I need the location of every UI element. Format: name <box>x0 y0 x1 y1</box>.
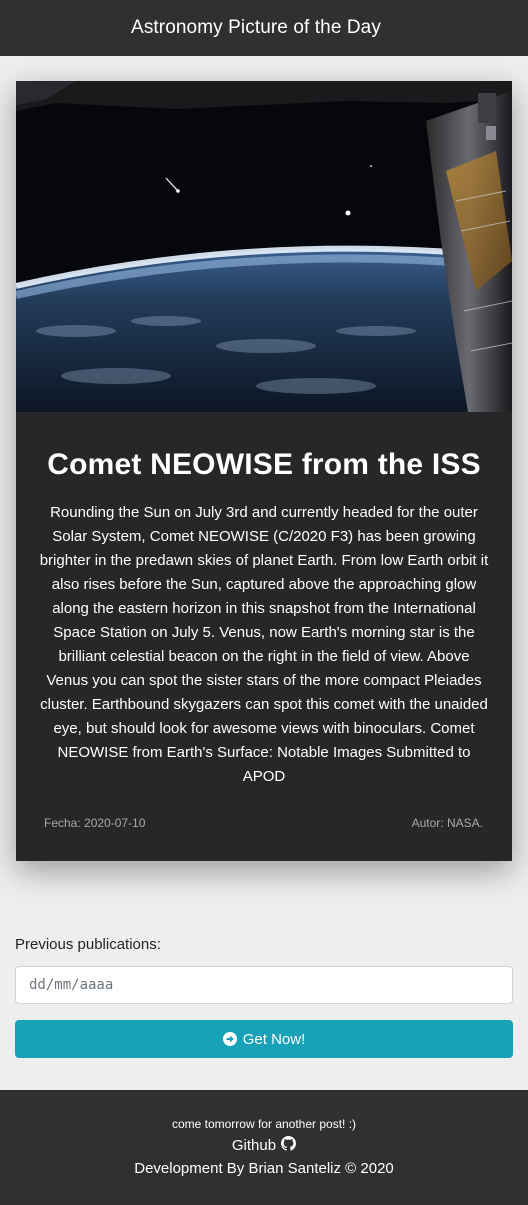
apod-image <box>16 81 512 412</box>
navbar: Astronomy Picture of the Day <box>0 0 528 56</box>
date-input[interactable] <box>15 966 513 1004</box>
footer: come tomorrow for another post! :) Githu… <box>0 1090 528 1205</box>
post-explanation: Rounding the Sun on July 3rd and current… <box>39 504 489 785</box>
get-now-label: Get Now! <box>242 1030 306 1048</box>
post-title: Comet NEOWISE from the ISS <box>47 448 481 481</box>
footer-tagline: come tomorrow for another post! :) <box>171 1117 357 1131</box>
post-date: Fecha: 2020-07-10 <box>44 816 146 830</box>
apod-card: Comet NEOWISE from the ISS Rounding the … <box>16 81 512 861</box>
arrow-circle-right-icon <box>222 1032 237 1046</box>
previous-publications-label: Previous publications: <box>15 936 161 953</box>
get-now-button[interactable]: Get Now! <box>15 1020 513 1058</box>
github-link[interactable]: Github <box>0 1136 528 1155</box>
github-icon <box>281 1136 297 1155</box>
footer-credits: Development By Brian Santeliz © 2020 <box>134 1160 394 1177</box>
app-title[interactable]: Astronomy Picture of the Day <box>131 17 381 38</box>
post-author: Autor: NASA. <box>411 816 483 830</box>
github-label: Github <box>231 1137 277 1154</box>
